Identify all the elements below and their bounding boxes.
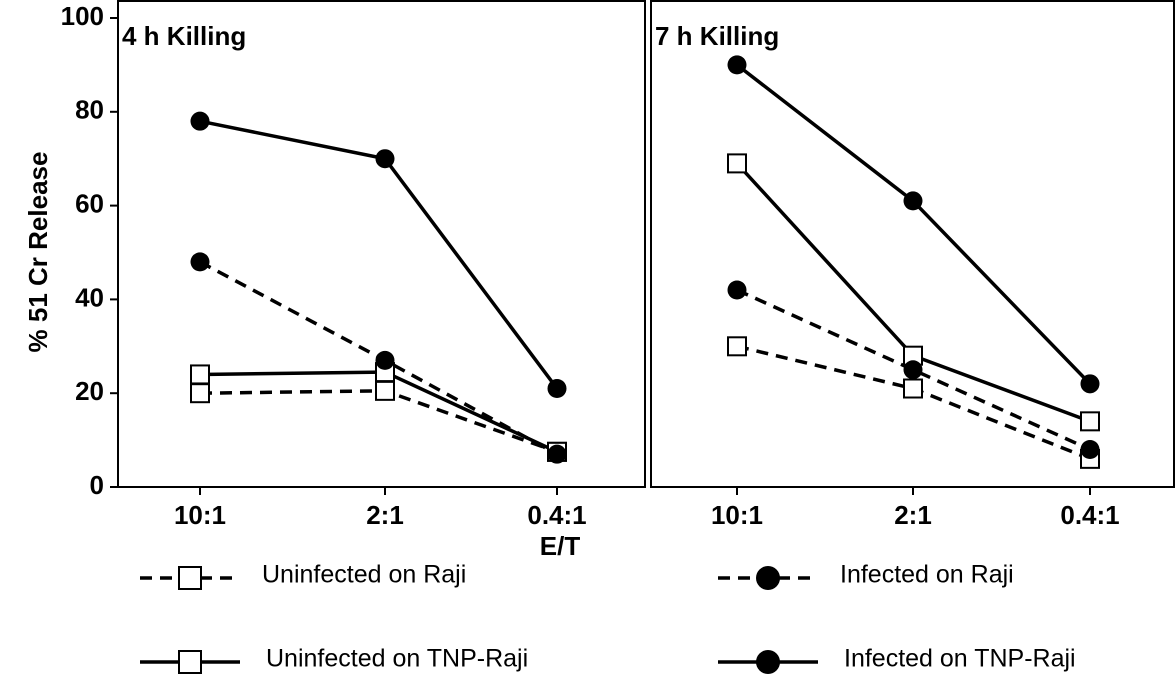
point bbox=[190, 252, 210, 272]
point bbox=[903, 360, 923, 380]
point bbox=[190, 111, 210, 131]
point bbox=[375, 380, 395, 401]
y-tick-label: 80 bbox=[75, 95, 104, 125]
panel-title: 4 h Killing bbox=[122, 21, 246, 51]
y-tick-label: 60 bbox=[75, 188, 104, 218]
legend-label: Infected on TNP-Raji bbox=[844, 645, 1076, 673]
point bbox=[375, 350, 395, 370]
point bbox=[1080, 374, 1100, 394]
y-tick-label: 100 bbox=[61, 1, 104, 31]
legend-marker bbox=[756, 650, 780, 674]
x-tick-label: 2:1 bbox=[894, 500, 932, 530]
point bbox=[190, 383, 210, 404]
point bbox=[190, 364, 210, 385]
y-axis-label: % 51 Cr Release bbox=[23, 152, 53, 353]
y-tick-label: 0 bbox=[90, 470, 104, 500]
x-tick-label: 2:1 bbox=[366, 500, 404, 530]
point bbox=[1080, 439, 1100, 459]
point bbox=[727, 55, 747, 75]
point bbox=[727, 153, 747, 174]
point bbox=[375, 149, 395, 169]
legend-marker bbox=[178, 650, 202, 674]
point bbox=[1080, 411, 1100, 432]
x-tick-label: 0.4:1 bbox=[527, 500, 586, 530]
point bbox=[727, 336, 747, 357]
panel-title: 7 h Killing bbox=[655, 21, 779, 51]
legend-marker bbox=[178, 566, 202, 590]
x-tick-label: 0.4:1 bbox=[1060, 500, 1119, 530]
point bbox=[903, 191, 923, 211]
y-tick-label: 40 bbox=[75, 282, 104, 312]
legend-marker bbox=[756, 566, 780, 590]
x-tick-label: 10:1 bbox=[711, 500, 763, 530]
series-line bbox=[736, 288, 1091, 452]
point bbox=[903, 378, 923, 399]
point bbox=[727, 280, 747, 300]
panel-frame bbox=[117, 0, 646, 488]
x-tick-label: 10:1 bbox=[174, 500, 226, 530]
point bbox=[547, 379, 567, 399]
point bbox=[547, 444, 567, 464]
series-line bbox=[735, 63, 1092, 386]
legend-label: Uninfected on TNP-Raji bbox=[266, 645, 528, 673]
legend-label: Infected on Raji bbox=[840, 561, 1014, 589]
legend-label: Uninfected on Raji bbox=[262, 561, 466, 589]
x-axis-label: E/T bbox=[540, 531, 581, 561]
y-tick-label: 20 bbox=[75, 376, 104, 406]
